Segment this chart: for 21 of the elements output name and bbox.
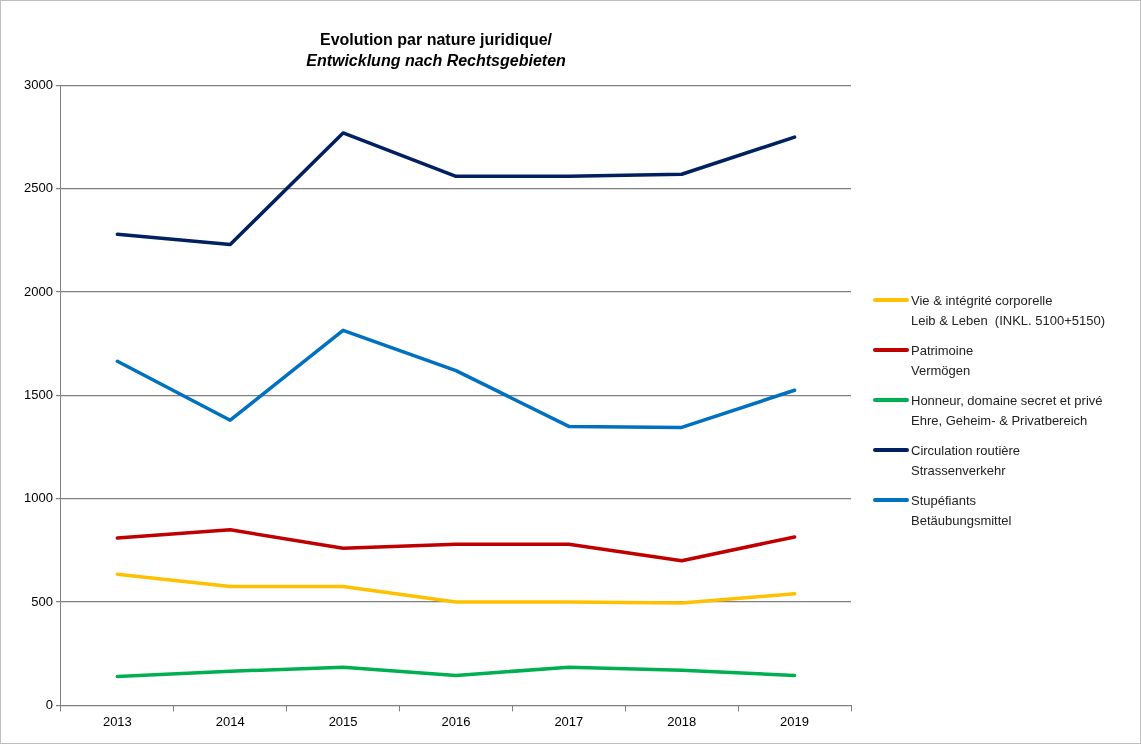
x-tick-label: 2013 [102, 713, 132, 729]
y-tick-label: 500 [31, 593, 53, 609]
legend-label: Circulation routière Strassenverkehr [911, 442, 1021, 480]
x-tick-label: 2014 [215, 713, 245, 729]
y-tick-label: 1500 [24, 386, 53, 402]
y-tick-label: 0 [45, 696, 53, 712]
y-tick-label: 3000 [24, 76, 53, 92]
legend-label: Honneur, domaine secret et privé Ehre, Geheim- & Privatbereich [911, 392, 1103, 430]
legend-label: Patrimoine Vermögen [911, 342, 974, 380]
y-tick-label: 2500 [24, 180, 53, 196]
legend-label: Vie & intégrité corporelle Leib & Leben (INKL. 5100+5150) [911, 292, 1106, 330]
y-tick-label: 1000 [24, 490, 53, 506]
chart-title: Evolution par nature juridique/ [319, 31, 553, 49]
x-tick-label: 2016 [441, 713, 471, 729]
y-tick-label: 2000 [24, 283, 53, 299]
x-tick-label: 2019 [780, 713, 810, 729]
legend-label: Stupéfiants Betäubungsmittel [911, 492, 1012, 530]
chart-subtitle: Entwicklung nach Rechtsgebieten [306, 52, 567, 70]
x-tick-label: 2017 [554, 713, 584, 729]
x-tick-label: 2015 [328, 713, 358, 729]
x-tick-label: 2018 [667, 713, 697, 729]
